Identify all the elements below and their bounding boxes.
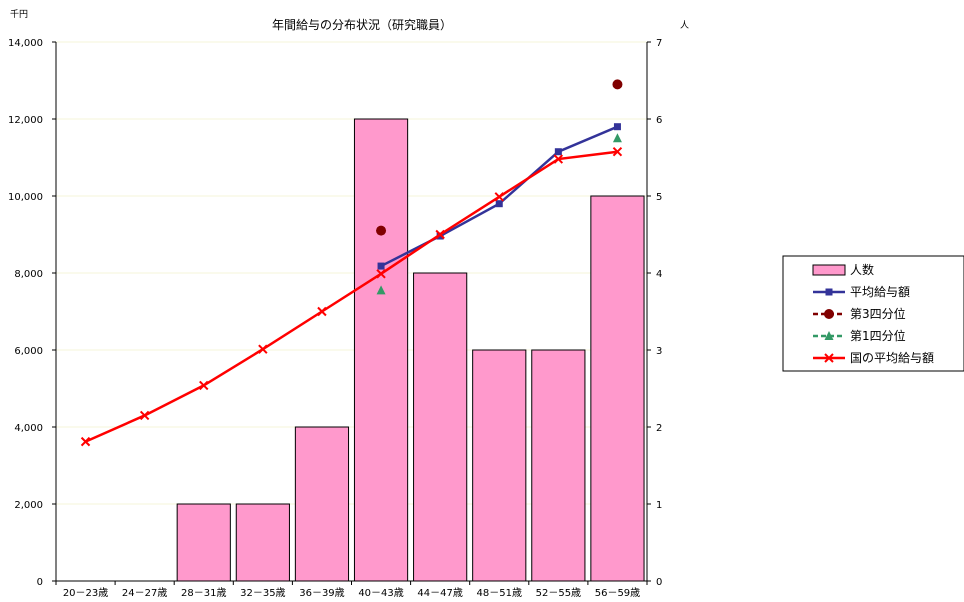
series-line [85, 150, 618, 443]
data-point [376, 269, 386, 279]
bar [235, 503, 290, 582]
right-axis-tick-label: 7 [656, 38, 662, 49]
x-axis-tick-label: 36－39歳 [299, 587, 344, 599]
data-point [553, 154, 564, 164]
data-point [494, 192, 504, 202]
line-series [80, 79, 623, 447]
data-point [258, 344, 268, 354]
data-point [377, 262, 385, 270]
left-axis-unit: 千円 [10, 9, 28, 20]
axes: 0 2,000 4,000 6,000 8,000 10,000 12,000 14,000 0… [8, 38, 662, 599]
x-axis-tick-label: 40－43歳 [358, 587, 403, 599]
legend-label: 国の平均給与額 [850, 351, 934, 365]
data-point [612, 79, 623, 90]
data-point [436, 232, 444, 240]
right-axis-tick-label: 0 [656, 577, 662, 588]
right-axis-tick-label: 5 [656, 192, 662, 203]
bar-series [176, 118, 645, 582]
data-point [613, 123, 621, 131]
x-axis-tick-label: 20－23歳 [63, 587, 108, 599]
x-axis-tick-label: 52－55歳 [536, 587, 581, 599]
bar [294, 426, 350, 582]
left-axis-tick-label: 4,000 [14, 423, 43, 434]
legend-label: 平均給与額 [850, 285, 910, 299]
legend-swatch-marker [825, 288, 833, 296]
x-axis-tick-label: 24－27歳 [122, 587, 167, 599]
chart-title: 年間給与の分布状況（研究職員） [272, 17, 452, 32]
legend-swatch-marker [824, 309, 834, 319]
left-axis-tick-label: 0 [37, 577, 43, 588]
data-point [376, 285, 386, 295]
data-point [612, 133, 622, 143]
data-point [435, 229, 445, 240]
data-point [554, 148, 562, 156]
left-axis-tick-label: 2,000 [14, 500, 43, 511]
right-axis-unit: 人 [680, 20, 689, 31]
right-axis-tick-label: 3 [656, 346, 662, 357]
legend-label: 人数 [850, 262, 874, 277]
right-axis-tick-label: 4 [656, 269, 662, 280]
bar [353, 118, 409, 582]
x-axis-tick-label: 56－59歳 [595, 587, 640, 599]
legend-label: 第1四分位 [850, 328, 906, 343]
left-axis-tick-label: 6,000 [14, 346, 43, 357]
x-axis-tick-label: 28－31歳 [181, 587, 226, 599]
gridlines [56, 41, 647, 505]
bar [176, 503, 231, 582]
data-point [80, 436, 91, 447]
right-axis-tick-label: 6 [656, 115, 662, 126]
legend-swatch-marker [824, 353, 834, 363]
data-point [317, 306, 327, 317]
x-axis-tick-label: 32－35歳 [240, 587, 285, 599]
data-point [199, 380, 209, 391]
bar [413, 272, 468, 582]
x-axis-tick-label: 44－47歳 [417, 587, 462, 599]
data-point [139, 410, 150, 421]
bar [472, 349, 527, 582]
left-axis-tick-label: 10,000 [8, 192, 43, 203]
bar [590, 195, 645, 582]
data-point [495, 200, 503, 208]
legend-label: 第3四分位 [850, 306, 906, 321]
left-axis-tick-label: 12,000 [8, 115, 43, 126]
right-axis-tick-label: 2 [656, 423, 662, 434]
left-axis-tick-label: 14,000 [8, 38, 43, 49]
x-axis-tick-label: 48－51歳 [477, 587, 522, 599]
data-point [612, 147, 623, 157]
bar [531, 349, 586, 582]
legend-swatch-marker [824, 331, 834, 340]
right-axis-tick-label: 1 [656, 500, 662, 511]
legend-swatch [812, 264, 846, 276]
left-axis-tick-label: 8,000 [14, 269, 43, 280]
data-point [376, 225, 387, 236]
